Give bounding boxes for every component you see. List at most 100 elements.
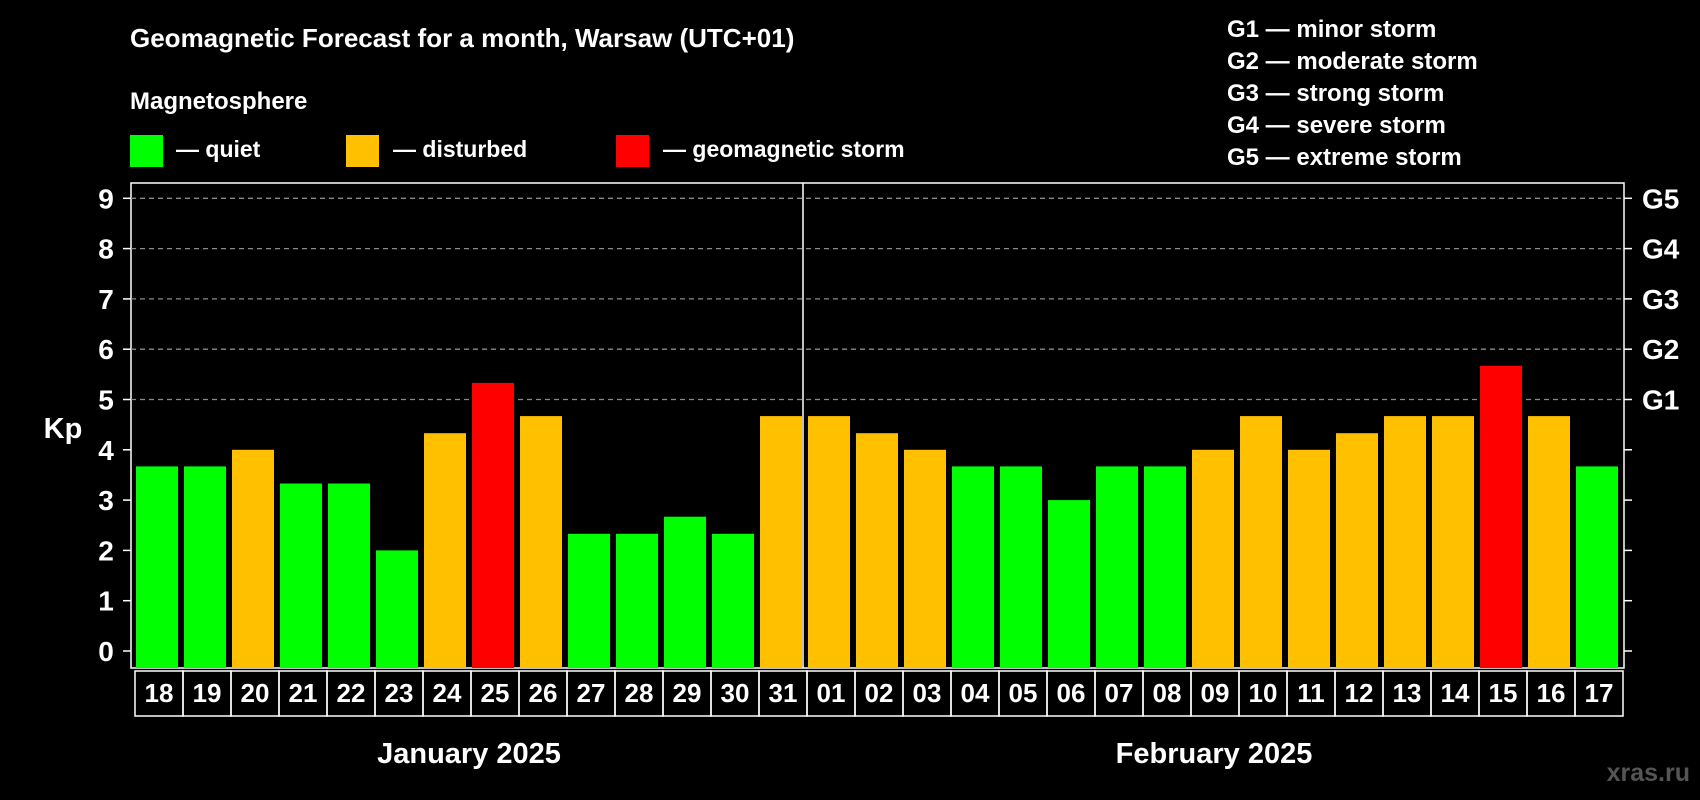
day-label: 04	[961, 678, 990, 708]
y-tick-label: 4	[98, 435, 114, 466]
month-label-january: January 2025	[377, 738, 561, 770]
kp-bar	[1240, 416, 1282, 668]
day-label: 24	[433, 678, 462, 708]
legend-label-quiet: — quiet	[176, 136, 261, 162]
kp-bar	[1288, 449, 1330, 668]
kp-bar	[520, 416, 562, 668]
day-label: 15	[1489, 678, 1518, 708]
kp-bar	[1096, 466, 1138, 668]
storm-scale-g2: G2 — moderate storm	[1227, 48, 1478, 75]
day-label: 10	[1249, 678, 1278, 708]
day-label: 19	[193, 678, 222, 708]
day-label: 31	[769, 678, 798, 708]
day-label: 09	[1201, 678, 1230, 708]
day-label: 20	[241, 678, 270, 708]
legend-swatch-disturbed	[346, 135, 379, 167]
y-axis: 0 1 2 3 4 5 6 7 8 9	[98, 183, 131, 667]
kp-bar	[808, 416, 850, 668]
g-scale-label: G2	[1642, 334, 1679, 365]
kp-bar	[904, 449, 946, 668]
day-label: 11	[1297, 678, 1325, 708]
bars	[136, 365, 1618, 668]
day-label: 01	[817, 678, 846, 708]
kp-bar	[1000, 466, 1042, 668]
day-label: 14	[1441, 678, 1470, 708]
kp-bar	[232, 449, 274, 668]
x-axis-day-cells: 18 19 20 21 22 23 24 25 26 27 28 29 30 31 01 02 03 04 05 06…	[134, 670, 1624, 717]
legend: — quiet — disturbed — geomagnetic storm	[130, 135, 905, 167]
kp-bar	[1480, 365, 1522, 668]
chart-title: Geomagnetic Forecast for a month, Warsaw…	[130, 23, 794, 53]
y-tick-label: 3	[98, 485, 114, 516]
day-label: 26	[529, 678, 558, 708]
day-label: 17	[1585, 678, 1614, 708]
kp-bar	[136, 466, 178, 668]
day-label: 29	[673, 678, 702, 708]
storm-scale-g5: G5 — extreme storm	[1227, 144, 1462, 171]
kp-bar	[664, 516, 706, 668]
g-scale-axis: G1 G2 G3 G4 G5	[1624, 183, 1680, 652]
day-label: 08	[1153, 678, 1182, 708]
y-axis-label: Kp	[44, 413, 83, 445]
day-label: 23	[385, 678, 414, 708]
day-label: 03	[913, 678, 942, 708]
kp-bar	[616, 533, 658, 668]
y-tick-label: 7	[98, 284, 114, 315]
kp-bar	[280, 483, 322, 668]
day-label: 30	[721, 678, 750, 708]
day-label: 27	[577, 678, 606, 708]
g-scale-label: G3	[1642, 284, 1679, 315]
y-tick-label: 9	[98, 183, 114, 214]
day-label: 22	[337, 678, 366, 708]
storm-scale-g4: G4 — severe storm	[1227, 112, 1446, 139]
day-label: 12	[1345, 678, 1374, 708]
day-label: 28	[625, 678, 654, 708]
kp-bar	[472, 382, 514, 668]
g-scale-label: G5	[1642, 183, 1679, 214]
day-label: 06	[1057, 678, 1086, 708]
y-tick-label: 8	[98, 234, 114, 265]
kp-bar	[1576, 466, 1618, 668]
day-label: 25	[481, 678, 510, 708]
day-cell	[1574, 670, 1624, 717]
day-label: 13	[1393, 678, 1422, 708]
legend-label-storm: — geomagnetic storm	[663, 136, 905, 162]
kp-bar	[712, 533, 754, 668]
day-label: 16	[1537, 678, 1566, 708]
watermark: xras.ru	[1607, 759, 1690, 787]
g-scale-label: G1	[1642, 385, 1679, 416]
kp-bar	[376, 550, 418, 668]
day-label: 21	[289, 678, 318, 708]
kp-bar	[568, 533, 610, 668]
kp-bar	[328, 483, 370, 668]
storm-scale-g3: G3 — strong storm	[1227, 80, 1444, 107]
y-tick-label: 1	[98, 586, 114, 617]
kp-bar	[952, 466, 994, 668]
day-label: 02	[865, 678, 894, 708]
month-label-february: February 2025	[1116, 738, 1313, 770]
kp-bar	[1048, 500, 1090, 668]
legend-swatch-storm	[616, 135, 649, 167]
magnetosphere-heading: Magnetosphere	[130, 88, 307, 115]
y-tick-label: 5	[98, 385, 114, 416]
kp-bar	[1384, 416, 1426, 668]
y-tick-label: 2	[98, 535, 114, 566]
kp-bar	[1192, 449, 1234, 668]
kp-bar	[1336, 433, 1378, 668]
legend-label-disturbed: — disturbed	[393, 136, 527, 162]
kp-bar	[424, 433, 466, 668]
grid-lines	[131, 183, 1624, 668]
g-scale-label: G4	[1642, 234, 1680, 265]
kp-bar	[184, 466, 226, 668]
kp-bar	[1432, 416, 1474, 668]
kp-bar	[856, 433, 898, 668]
storm-scale-list: G1 — minor storm G2 — moderate storm G3 …	[1227, 16, 1478, 171]
kp-bar	[1144, 466, 1186, 668]
storm-scale-g1: G1 — minor storm	[1227, 16, 1436, 43]
legend-swatch-quiet	[130, 135, 163, 167]
day-label: 05	[1009, 678, 1038, 708]
y-tick-label: 0	[98, 636, 114, 667]
day-label: 18	[145, 678, 174, 708]
day-label: 07	[1105, 678, 1134, 708]
